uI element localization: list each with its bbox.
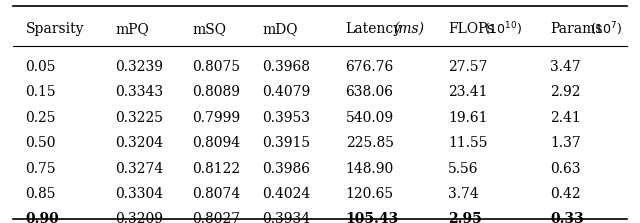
Text: 0.3209: 0.3209	[115, 213, 163, 223]
Text: mSQ: mSQ	[192, 22, 226, 36]
Text: 0.4079: 0.4079	[262, 85, 310, 99]
Text: 0.7999: 0.7999	[192, 111, 240, 125]
Text: 0.8094: 0.8094	[192, 136, 240, 150]
Text: $(10^{10})$: $(10^{10})$	[484, 20, 522, 38]
Text: 0.4024: 0.4024	[262, 187, 310, 201]
Text: 0.8027: 0.8027	[192, 213, 240, 223]
Text: 0.3986: 0.3986	[262, 162, 310, 176]
Text: 0.3915: 0.3915	[262, 136, 310, 150]
Text: 0.3204: 0.3204	[115, 136, 163, 150]
Text: 0.3239: 0.3239	[115, 60, 163, 74]
Text: 0.3953: 0.3953	[262, 111, 310, 125]
Text: 27.57: 27.57	[448, 60, 488, 74]
Text: 0.42: 0.42	[550, 187, 581, 201]
Text: 3.47: 3.47	[550, 60, 581, 74]
Text: 0.3225: 0.3225	[115, 111, 163, 125]
Text: 0.8089: 0.8089	[192, 85, 240, 99]
Text: (ms): (ms)	[394, 22, 424, 36]
Text: 2.95: 2.95	[448, 213, 482, 223]
Text: 0.15: 0.15	[26, 85, 56, 99]
Text: 0.90: 0.90	[26, 213, 60, 223]
Text: mPQ: mPQ	[115, 22, 149, 36]
Text: 638.06: 638.06	[346, 85, 394, 99]
Text: 0.8075: 0.8075	[192, 60, 240, 74]
Text: Sparsity: Sparsity	[26, 22, 84, 36]
Text: 0.25: 0.25	[26, 111, 56, 125]
Text: 0.75: 0.75	[26, 162, 56, 176]
Text: 0.05: 0.05	[26, 60, 56, 74]
Text: 540.09: 540.09	[346, 111, 394, 125]
Text: 0.3934: 0.3934	[262, 213, 310, 223]
Text: 676.76: 676.76	[346, 60, 394, 74]
Text: 5.56: 5.56	[448, 162, 479, 176]
Text: 120.65: 120.65	[346, 187, 394, 201]
Text: 23.41: 23.41	[448, 85, 488, 99]
Text: 2.92: 2.92	[550, 85, 581, 99]
Text: mDQ: mDQ	[262, 22, 298, 36]
Text: 148.90: 148.90	[346, 162, 394, 176]
Text: 0.85: 0.85	[26, 187, 56, 201]
Text: 0.3343: 0.3343	[115, 85, 163, 99]
Text: 11.55: 11.55	[448, 136, 488, 150]
Text: FLOPs: FLOPs	[448, 22, 494, 36]
Text: 0.63: 0.63	[550, 162, 581, 176]
Text: 225.85: 225.85	[346, 136, 394, 150]
Text: 105.43: 105.43	[346, 213, 399, 223]
Text: 2.41: 2.41	[550, 111, 581, 125]
Text: Params: Params	[550, 22, 603, 36]
Text: 0.3968: 0.3968	[262, 60, 310, 74]
Text: 0.8074: 0.8074	[192, 187, 240, 201]
Text: $(10^{7})$: $(10^{7})$	[590, 20, 623, 38]
Text: 0.3274: 0.3274	[115, 162, 163, 176]
Text: 0.50: 0.50	[26, 136, 56, 150]
Text: 0.3304: 0.3304	[115, 187, 163, 201]
Text: 0.33: 0.33	[550, 213, 584, 223]
Text: Latency: Latency	[346, 22, 402, 36]
Text: 0.8122: 0.8122	[192, 162, 240, 176]
Text: 3.74: 3.74	[448, 187, 479, 201]
Text: 1.37: 1.37	[550, 136, 581, 150]
Text: 19.61: 19.61	[448, 111, 488, 125]
